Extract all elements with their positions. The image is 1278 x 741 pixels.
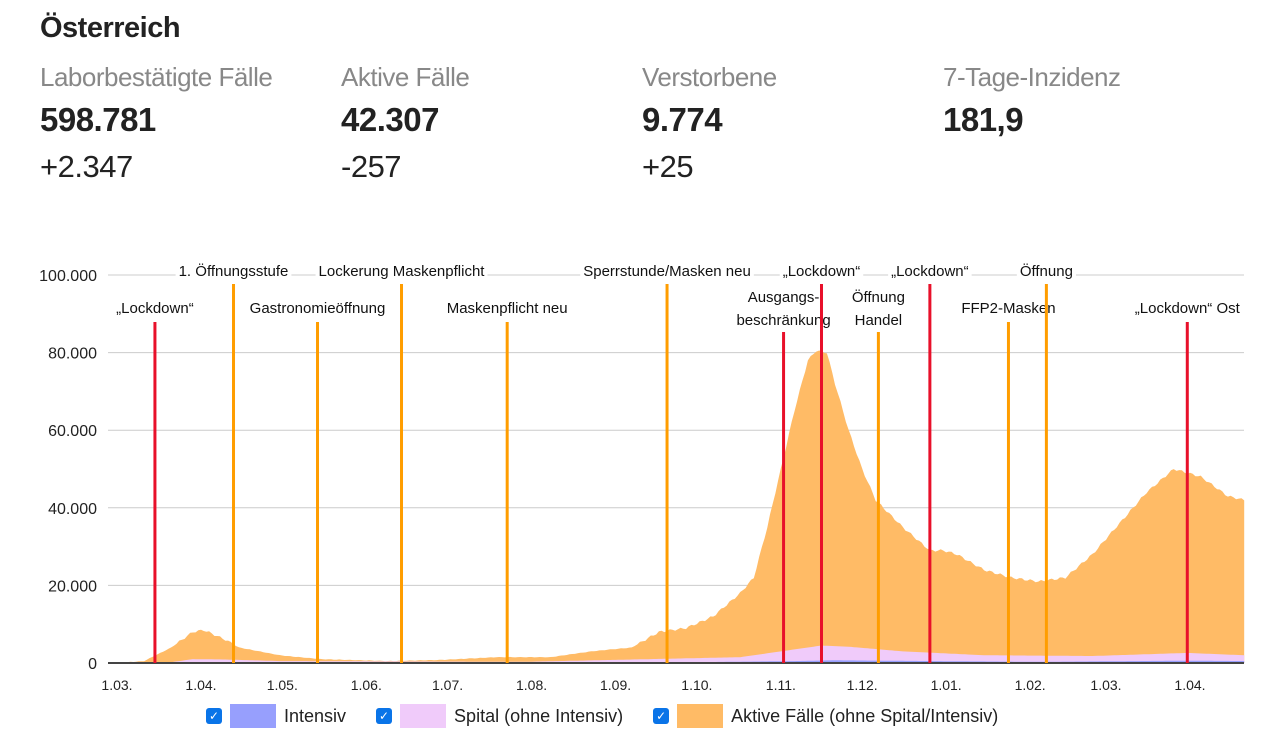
stat-value: 42.307 (341, 101, 439, 138)
event-label-background (113, 300, 197, 317)
event-label-background (175, 263, 292, 280)
stat-label: Laborbestätigte Fälle (40, 62, 273, 92)
x-tick-label: 1.05. (267, 677, 298, 693)
stat-change: +25 (642, 149, 694, 184)
event-label: „Lockdown“ (891, 263, 969, 280)
stat-value: 598.781 (40, 101, 156, 138)
stat-deaths: Verstorbene 9.774 +25 (642, 62, 777, 185)
legend-swatch (230, 704, 276, 728)
event-label-background (851, 312, 906, 329)
y-tick-label: 20.000 (48, 578, 97, 595)
page-title: Österreich (40, 12, 181, 44)
event-label: 1. Öffnungsstufe (179, 262, 289, 280)
event-label: Sperrstunde/Masken neu (583, 263, 751, 280)
event-label-background (1016, 263, 1076, 280)
event-label-background (779, 263, 864, 280)
event-label-background (580, 263, 754, 280)
x-tick-label: 1.06. (351, 677, 382, 693)
event-label-background (958, 300, 1059, 317)
stat-label: Aktive Fälle (341, 62, 470, 92)
x-tick-label: 1.01. (931, 677, 962, 693)
event-label: FFP2-Masken (961, 300, 1055, 317)
event-label-background (888, 263, 972, 280)
x-tick-label: 1.10. (681, 677, 712, 693)
y-tick-label: 60.000 (48, 423, 97, 440)
checkbox-checked-icon[interactable]: ✓ (653, 708, 670, 724)
stat-change: -257 (341, 149, 402, 184)
x-tick-label: 1.08. (516, 677, 547, 693)
x-tick-label: 1.12. (847, 677, 878, 693)
legend-swatch (400, 704, 447, 728)
event-label: Ausgangs- (748, 289, 820, 306)
y-tick-label: 100.000 (39, 268, 97, 285)
stat-value: 9.774 (642, 101, 723, 138)
x-tick-label: 1.07. (432, 677, 463, 693)
x-tick-label: 1.03. (1090, 677, 1121, 693)
checkbox-checked-icon[interactable]: ✓ (206, 708, 222, 724)
event-label-background (246, 300, 389, 317)
legend-item-intensiv[interactable]: ✓ Intensiv (206, 704, 346, 728)
stat-incidence: 7-Tage-Inzidenz 181,9 (943, 62, 1121, 139)
area-spital (117, 645, 1245, 663)
y-tick-label: 40.000 (48, 501, 97, 518)
event-label: Handel (855, 312, 903, 329)
checkbox-checked-icon[interactable]: ✓ (376, 708, 393, 724)
legend: ✓ Intensiv ✓ Spital (ohne Intensiv) ✓ Aktiv… (206, 704, 1028, 728)
event-label: beschränkung (736, 312, 830, 329)
x-tick-label: 1.04. (185, 677, 216, 693)
event-label: Lockerung Maskenpflicht (319, 263, 486, 280)
event-label: Gastronomieöffnung (250, 300, 386, 317)
x-tick-label: 1.04. (1174, 677, 1205, 693)
event-label-background (733, 312, 834, 329)
event-label: „Lockdown“ Ost (1135, 300, 1241, 317)
stat-label: Verstorbene (642, 62, 777, 92)
x-tick-label: 1.02. (1015, 677, 1046, 693)
event-label: „Lockdown“ (116, 300, 194, 317)
event-label: „Lockdown“ (783, 263, 861, 280)
y-tick-label: 0 (88, 656, 97, 673)
event-label-background (744, 289, 823, 306)
y-tick-label: 80.000 (48, 346, 97, 363)
event-label: Maskenpflicht neu (447, 300, 568, 317)
event-label: Öffnung (852, 288, 905, 306)
legend-label: Intensiv (284, 705, 347, 726)
legend-label: Aktive Fälle (ohne Spital/Intensiv) (731, 705, 999, 726)
stat-active: Aktive Fälle 42.307 -257 (341, 62, 470, 185)
legend-swatch (677, 704, 724, 728)
event-label-background (443, 300, 571, 317)
legend-label: Spital (ohne Intensiv) (454, 705, 624, 726)
stat-change: +2.347 (40, 149, 133, 184)
event-label-background (848, 289, 908, 306)
x-tick-label: 1.09. (600, 677, 631, 693)
legend-item-spital[interactable]: ✓ Spital (ohne Intensiv) (376, 704, 623, 728)
stat-value: 181,9 (943, 101, 1024, 138)
x-tick-label: 1.03. (101, 677, 132, 693)
legend-item-aktive[interactable]: ✓ Aktive Fälle (ohne Spital/Intensiv) (653, 704, 998, 728)
stat-confirmed: Laborbestätigte Fälle 598.781 +2.347 (40, 62, 273, 185)
event-label-background (315, 263, 488, 280)
event-label: Öffnung (1020, 262, 1073, 280)
stat-label: 7-Tage-Inzidenz (943, 62, 1121, 92)
x-tick-label: 1.11. (766, 677, 796, 693)
area-aktive (117, 350, 1245, 663)
event-label-background (1131, 300, 1243, 317)
